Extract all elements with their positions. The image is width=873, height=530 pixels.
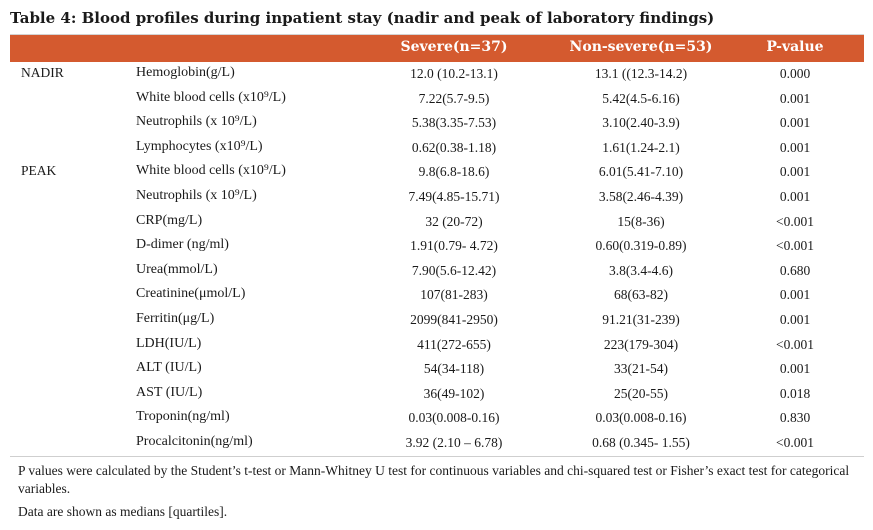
row-parameter-name: White blood cells (x10⁹/L): [136, 163, 286, 179]
row-parameter-name: Lymphocytes (x10⁹/L): [136, 138, 263, 154]
row-p-value: <0.001: [776, 336, 814, 352]
row-p-value: 0.830: [779, 410, 811, 426]
row-severe-value: 411(272-655): [417, 336, 491, 352]
row-severe-value: 0.62(0.38-1.18): [411, 139, 497, 155]
table-row: AST (IU/L) 36(49-102) 25(20-55) 0.018: [10, 382, 864, 407]
row-non-severe-value: 33(21-54): [614, 361, 668, 377]
table-row: ALT (IU/L) 54(34-118) 33(21-54) 0.001: [10, 357, 864, 382]
row-non-severe-value: 0.03(0.008-0.16): [595, 410, 687, 426]
row-non-severe-value: 0.60(0.319-0.89): [595, 238, 687, 254]
row-non-severe-value: 3.10(2.40-3.9): [602, 115, 680, 131]
row-group-label: PEAK: [21, 163, 57, 179]
row-severe-value: 9.8(6.8-18.6): [418, 164, 490, 180]
row-parameter-name: Troponin(ng/ml): [136, 409, 230, 425]
bottom-rule: [10, 456, 864, 457]
row-parameter-name: AST (IU/L): [136, 384, 203, 400]
row-severe-value: 36(49-102): [423, 385, 485, 401]
row-p-value: 0.000: [779, 66, 811, 81]
row-p-value: 0.001: [779, 115, 811, 131]
row-parameter-name: Neutrophils (x 10⁹/L): [136, 188, 257, 203]
top-rule: [10, 34, 864, 35]
row-p-value: <0.001: [776, 435, 814, 450]
row-severe-value: 7.22(5.7-9.5): [418, 90, 490, 106]
table-caption: Table 4: Blood profiles during inpatient…: [10, 9, 715, 27]
footnote-medians: Data are shown as medians [quartiles].: [18, 504, 228, 519]
row-non-severe-value: 91.21(31-239): [602, 312, 680, 327]
row-p-value: 0.001: [779, 139, 811, 155]
table-row: LDH(IU/L) 411(272-655) 223(179-304) <0.001: [10, 333, 864, 358]
row-non-severe-value: 0.68 (0.345- 1.55): [592, 435, 690, 450]
table-row: NADIR Hemoglobin(g/L) 12.0 (10.2-13.1) 13.1…: [10, 62, 864, 87]
row-parameter-name: LDH(IU/L): [136, 335, 202, 351]
row-parameter-name: Procalcitonin(ng/ml): [136, 434, 253, 449]
row-p-value: 0.001: [779, 312, 811, 327]
row-p-value: 0.001: [779, 189, 811, 204]
table-row: D-dimer (ng/ml) 1.91(0.79- 4.72) 0.60(0.31…: [10, 234, 864, 259]
footnote-statistics: P values were calculated by the Student’…: [18, 463, 850, 496]
row-severe-value: 107(81-283): [420, 287, 488, 303]
table-row: Creatinine(μmol/L) 107(81-283) 68(63-82) 0.…: [10, 283, 864, 308]
row-non-severe-value: 3.58(2.46-4.39): [598, 189, 684, 204]
row-parameter-name: White blood cells (x10⁹/L): [136, 89, 286, 105]
row-p-value: 0.001: [779, 361, 811, 377]
row-group-label: NADIR: [21, 65, 64, 80]
row-severe-value: 5.38(3.35-7.53): [411, 115, 497, 131]
row-severe-value: 54(34-118): [423, 361, 485, 377]
row-severe-value: 3.92 (2.10 – 6.78): [405, 435, 503, 450]
header-non-severe: Non-severe(n=53): [569, 39, 713, 55]
row-p-value: 0.001: [779, 287, 811, 303]
row-severe-value: 32 (20-72): [425, 213, 483, 229]
row-p-value: 0.001: [779, 90, 811, 106]
table-row: Procalcitonin(ng/ml) 3.92 (2.10 – 6.78) 0.…: [10, 431, 864, 456]
row-non-severe-value: 5.42(4.5-6.16): [602, 90, 680, 106]
row-p-value: <0.001: [776, 238, 814, 254]
row-parameter-name: CRP(mg/L): [136, 212, 203, 228]
row-parameter-name: Neutrophils (x 10⁹/L): [136, 114, 257, 130]
table-row: Lymphocytes (x10⁹/L) 0.62(0.38-1.18) 1.61(…: [10, 136, 864, 161]
header-p-value: P-value: [766, 39, 824, 55]
row-severe-value: 7.49(4.85-15.71): [408, 189, 500, 204]
row-severe-value: 7.90(5.6-12.42): [411, 262, 497, 278]
row-parameter-name: Creatinine(μmol/L): [136, 286, 246, 302]
row-parameter-name: D-dimer (ng/ml): [136, 237, 229, 253]
row-p-value: 0.680: [779, 262, 811, 278]
row-severe-value: 12.0 (10.2-13.1): [410, 66, 498, 81]
row-non-severe-value: 25(20-55): [614, 385, 668, 401]
row-parameter-name: Ferritin(μg/L): [136, 311, 215, 326]
table-row: Urea(mmol/L) 7.90(5.6-12.42) 3.8(3.4-4.6) 0…: [10, 259, 864, 284]
row-p-value: <0.001: [776, 213, 814, 229]
row-p-value: 0.001: [779, 164, 811, 180]
row-non-severe-value: 223(179-304): [603, 336, 679, 352]
row-non-severe-value: 68(63-82): [614, 287, 668, 303]
row-non-severe-value: 15(8-36): [617, 213, 665, 229]
row-p-value: 0.018: [779, 385, 811, 401]
row-parameter-name: Hemoglobin(g/L): [136, 65, 235, 80]
row-non-severe-value: 6.01(5.41-7.10): [598, 164, 684, 180]
row-parameter-name: Urea(mmol/L): [136, 261, 218, 277]
row-parameter-name: ALT (IU/L): [136, 360, 202, 376]
row-severe-value: 0.03(0.008-0.16): [408, 410, 500, 426]
row-severe-value: 2099(841-2950): [410, 312, 498, 327]
table-row: Troponin(ng/ml) 0.03(0.008-0.16) 0.03(0.00…: [10, 406, 864, 431]
header-severe: Severe(n=37): [400, 39, 508, 55]
row-non-severe-value: 3.8(3.4-4.6): [608, 262, 674, 278]
table-row: CRP(mg/L) 32 (20-72) 15(8-36) <0.001: [10, 210, 864, 235]
table-row: Neutrophils (x 10⁹/L) 5.38(3.35-7.53) 3.10…: [10, 111, 864, 136]
row-non-severe-value: 13.1 ((12.3-14.2): [594, 66, 688, 81]
table-row: PEAK White blood cells (x10⁹/L) 9.8(6.8-18…: [10, 160, 864, 185]
table-row: White blood cells (x10⁹/L) 7.22(5.7-9.5) 5…: [10, 87, 864, 112]
table-header: Severe(n=37) Non-severe(n=53) P-value: [10, 35, 864, 62]
row-non-severe-value: 1.61(1.24-2.1): [602, 139, 680, 155]
table-row: Ferritin(μg/L) 2099(841-2950) 91.21(31-239…: [10, 308, 864, 333]
row-severe-value: 1.91(0.79- 4.72): [410, 238, 498, 254]
table-row: Neutrophils (x 10⁹/L) 7.49(4.85-15.71) 3.5…: [10, 185, 864, 210]
